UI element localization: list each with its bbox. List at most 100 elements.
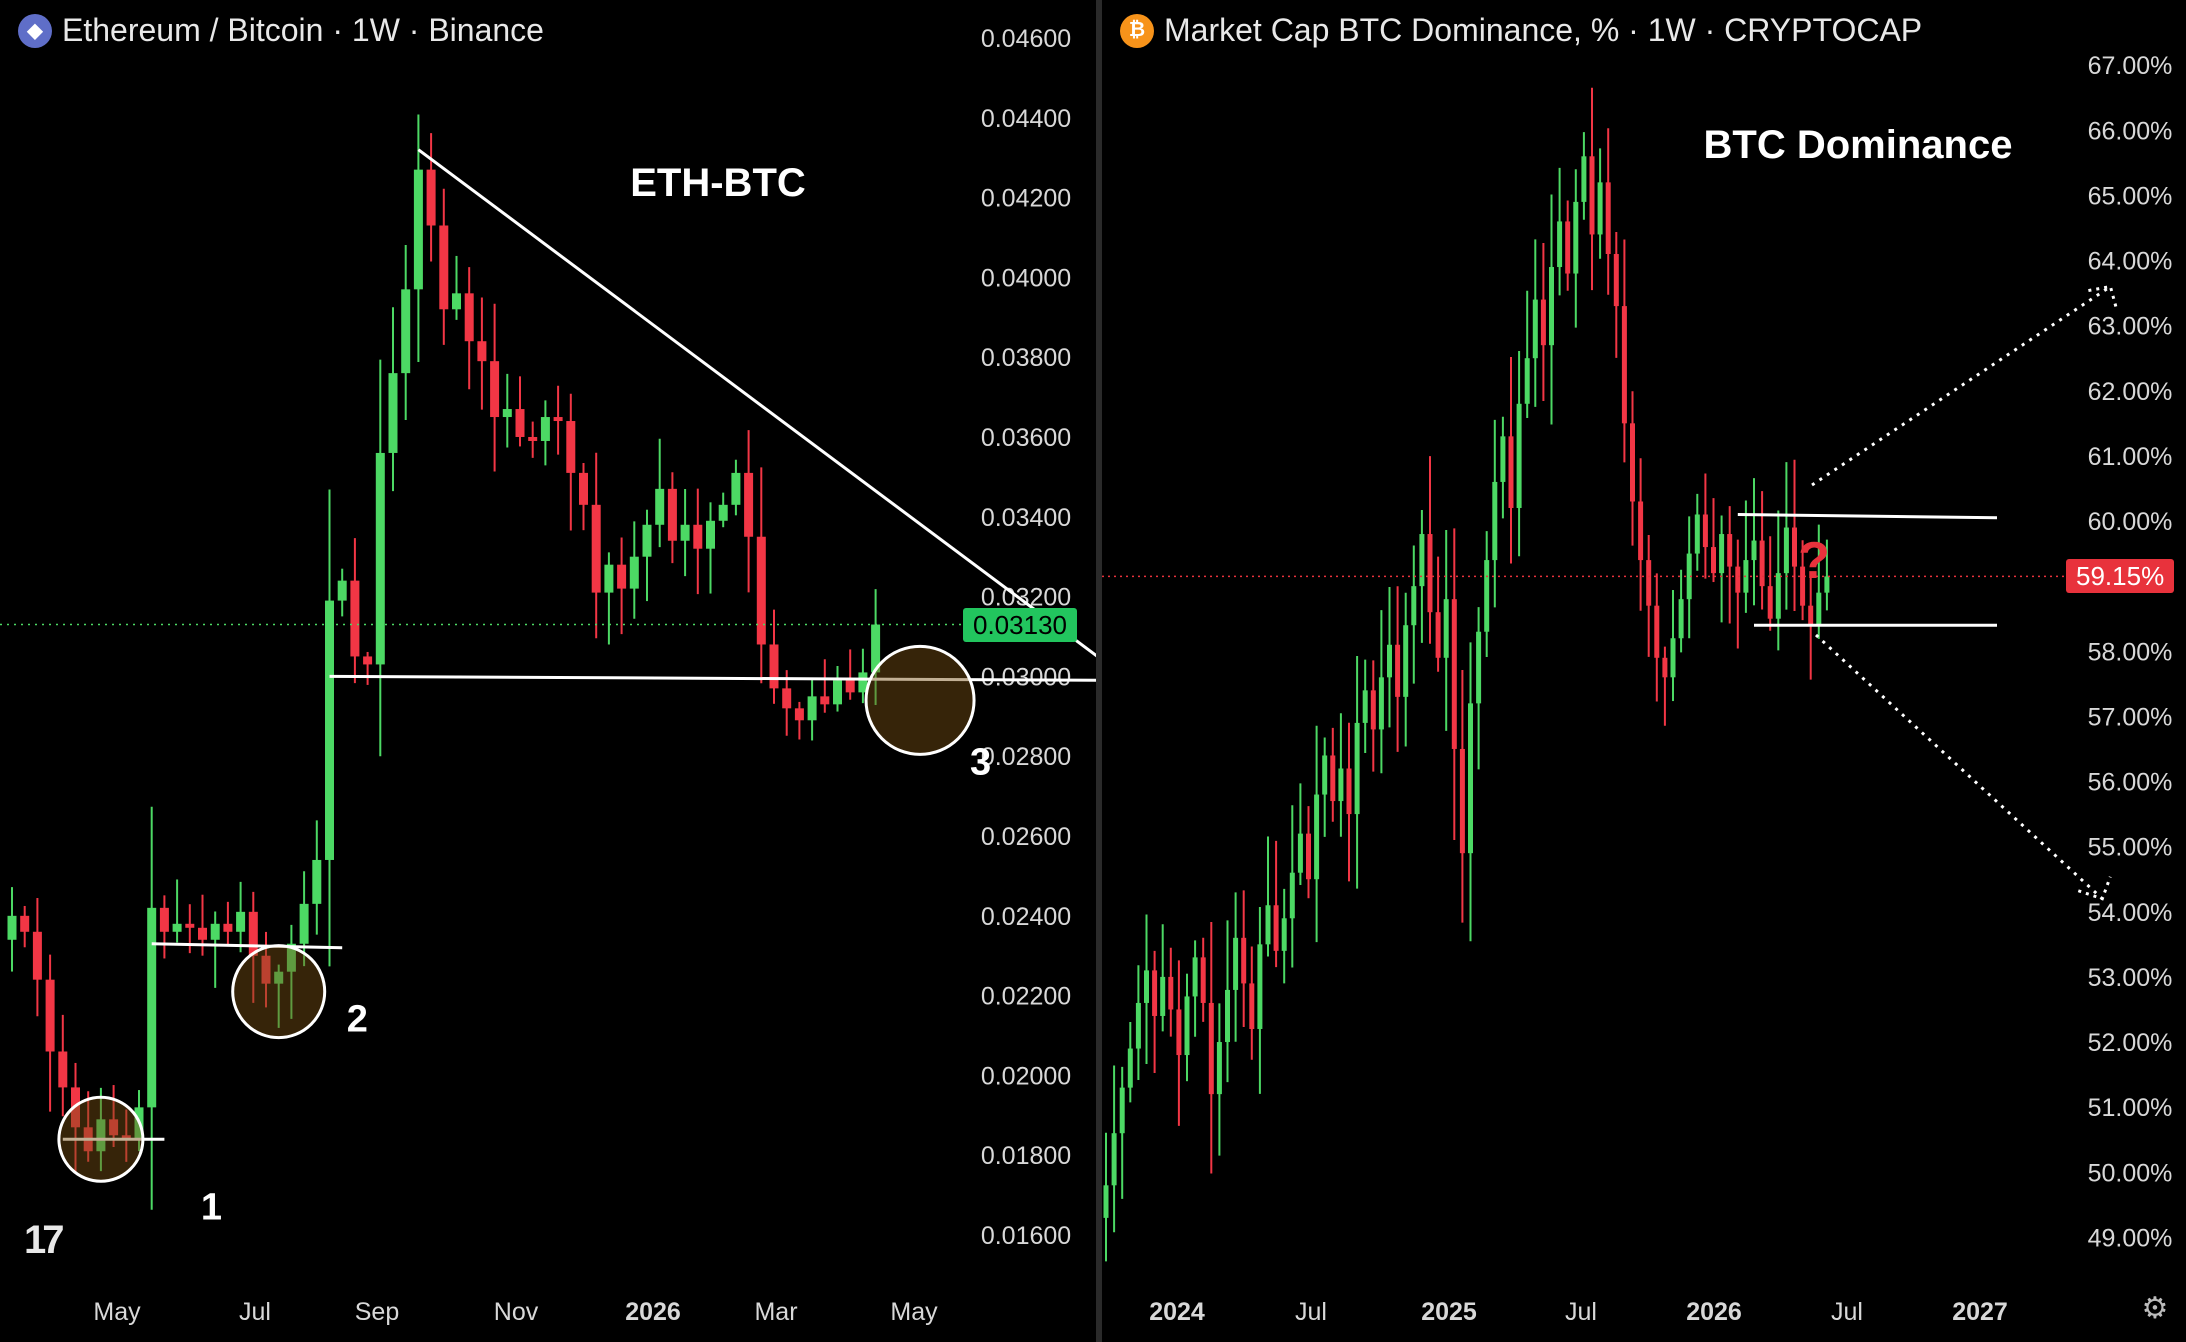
candle-down <box>1638 501 1644 561</box>
candle-down <box>439 225 449 310</box>
candle-down <box>350 580 360 657</box>
x-axis-tick-label: Jul <box>1565 1298 1597 1326</box>
y-axis-tick-label: 61.00% <box>2088 443 2173 471</box>
chart-annotation: ETH-BTC <box>630 161 806 205</box>
descending-trendline <box>417 148 1096 658</box>
highlight-circle <box>864 644 976 756</box>
highlight-circle <box>57 1095 145 1183</box>
candle-up <box>1557 221 1563 268</box>
y-axis-tick-label: 51.00% <box>2088 1094 2173 1122</box>
x-axis-tick-label: May <box>93 1298 141 1326</box>
candle-down <box>782 688 792 709</box>
y-axis-tick-label: 66.00% <box>2088 117 2173 145</box>
candle-up <box>1783 527 1789 574</box>
candle-up <box>325 600 334 860</box>
candle-up <box>1257 944 1263 1030</box>
candle-up <box>401 289 411 374</box>
candle-up <box>452 293 461 310</box>
candle-up <box>312 859 322 904</box>
candle-up <box>1314 794 1320 880</box>
candle-up <box>706 520 715 549</box>
candle-up <box>413 169 423 290</box>
candle-up <box>1289 872 1295 919</box>
x-axis-tick-label: Sep <box>355 1298 399 1326</box>
candle-up <box>1216 1042 1222 1095</box>
candle-down <box>1711 547 1716 574</box>
candle-down <box>1273 905 1279 951</box>
y-axis-tick-label: 0.02000 <box>981 1062 1071 1090</box>
candle-up <box>1419 534 1425 587</box>
question-mark: ? <box>1798 532 1830 590</box>
candle-down <box>1176 1009 1182 1056</box>
candle-up <box>1751 540 1757 561</box>
candle-down <box>1370 690 1376 730</box>
bearish-scenario-arrow <box>1814 633 2104 900</box>
y-axis-tick-label: 62.00% <box>2088 378 2173 406</box>
y-axis-tick-label: 49.00% <box>2088 1224 2173 1252</box>
candle-up <box>337 580 347 601</box>
candle-up <box>1387 644 1392 678</box>
eth-btc-chart[interactable]: 0.04600 0.04400 0.04200 0.04000 0.03800 0.036… <box>0 0 1096 1342</box>
candle-down <box>1435 612 1441 658</box>
candle-down <box>1613 253 1619 307</box>
candle-up <box>96 1119 106 1152</box>
chart-annotation: BTC Dominance <box>1704 123 2013 167</box>
candle-up <box>7 915 17 940</box>
btc-dominance-chart-panel[interactable]: 67.00% 66.00% 65.00% 64.00% 63.00% 62.00% 61.0… <box>1102 0 2186 1342</box>
gear-icon[interactable]: ⚙ <box>2141 1292 2169 1325</box>
candle-down <box>1605 182 1611 254</box>
x-axis-tick-label: Nov <box>494 1298 539 1326</box>
y-axis-tick-label: 0.04600 <box>981 25 1071 53</box>
candle-down <box>515 409 525 437</box>
candle-down <box>109 1119 119 1136</box>
candle-down <box>1152 970 1158 1016</box>
y-axis-tick-label: 50.00% <box>2088 1159 2173 1187</box>
x-axis-tick-label: 2026 <box>1686 1298 1742 1326</box>
y-axis-tick-label: 0.04200 <box>981 185 1071 213</box>
y-axis-tick-label: 0.02600 <box>981 823 1071 851</box>
y-axis-tick-label: 0.03000 <box>981 663 1071 691</box>
y-axis-tick-label: 0.03600 <box>981 424 1071 452</box>
candle-up <box>1127 1048 1133 1088</box>
candle-down <box>1395 644 1401 697</box>
candle-up <box>642 524 652 557</box>
candle-down <box>756 536 766 645</box>
candle-down <box>45 979 55 1052</box>
range-line <box>151 942 343 950</box>
candle-up <box>299 903 309 944</box>
candle-down <box>1621 306 1627 424</box>
candle-down <box>1565 221 1571 274</box>
x-axis-tick-label: Jul <box>1295 1298 1327 1326</box>
range-top-line <box>1737 513 1998 520</box>
candle-down <box>490 361 500 418</box>
panel-divider[interactable] <box>1096 0 1102 1342</box>
y-axis-tick-label: 0.01800 <box>981 1142 1071 1170</box>
candle-up <box>1144 970 1149 1003</box>
candle-up <box>388 373 398 453</box>
arrow-head <box>2088 284 2118 309</box>
y-axis-tick-label: 55.00% <box>2088 834 2173 862</box>
candle-up <box>1403 625 1409 697</box>
candle-up <box>1265 905 1271 945</box>
y-axis-tick-label: 63.00% <box>2088 313 2173 341</box>
candle-up <box>375 452 385 665</box>
candle-down <box>1346 768 1352 815</box>
btc-dominance-chart[interactable]: 67.00% 66.00% 65.00% 64.00% 63.00% 62.00% 61.0… <box>1102 0 2186 1342</box>
candle-down <box>820 696 830 705</box>
y-axis-tick-label: 65.00% <box>2088 182 2173 210</box>
candle-down <box>1451 599 1457 749</box>
chart-title: Market Cap BTC Dominance, % · 1W · CRYPT… <box>1164 12 1923 48</box>
candle-down <box>32 931 42 980</box>
candle-up <box>1549 267 1554 346</box>
candle-down <box>1459 748 1465 854</box>
candle-down <box>261 955 271 984</box>
candle-down <box>1330 755 1336 802</box>
candle-down <box>464 293 474 342</box>
candle-down <box>1727 534 1733 567</box>
candle-up <box>1824 576 1830 593</box>
candle-down <box>1200 957 1206 1003</box>
y-axis-tick-label: 0.03400 <box>981 504 1071 532</box>
tradingview-logo-icon[interactable]: 17 <box>24 1218 64 1262</box>
eth-btc-chart-panel[interactable]: 0.04600 0.04400 0.04200 0.04000 0.03800 0.036… <box>0 0 1096 1342</box>
candle-down <box>248 911 258 956</box>
